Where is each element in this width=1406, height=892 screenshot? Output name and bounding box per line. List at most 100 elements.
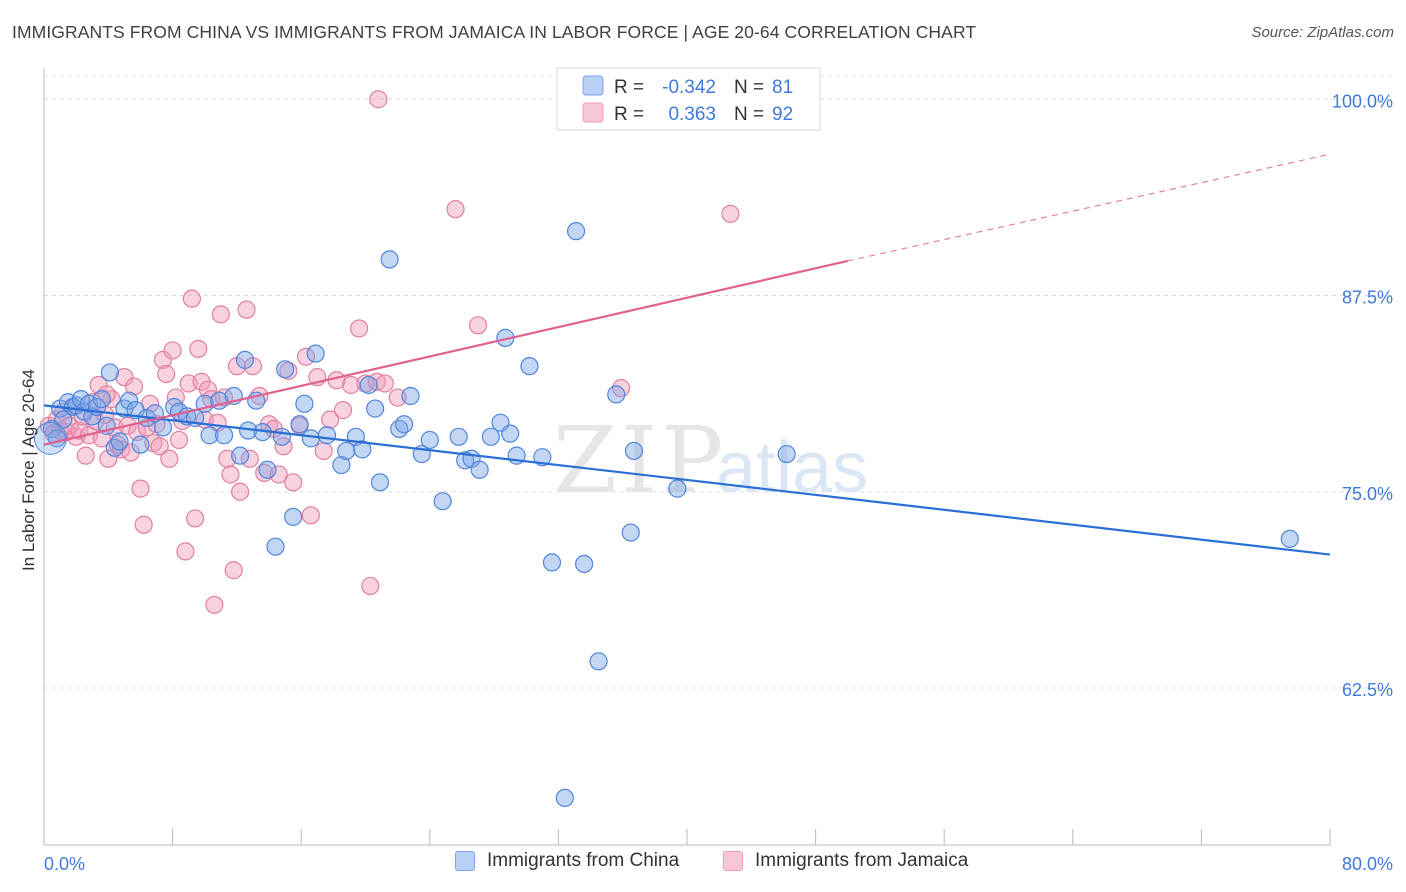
y-tick-labels: 62.5% 75.0% 87.5% 100.0%: [1332, 91, 1393, 700]
y-tick-label-3: 100.0%: [1332, 91, 1393, 111]
jamaica-point-35: [153, 350, 173, 369]
jamaica-point-42: [176, 542, 195, 561]
axes: [43, 68, 1331, 846]
watermark-atlas: atlas: [716, 428, 868, 508]
china-point-48: [332, 455, 351, 475]
jamaica-point-82: [361, 576, 380, 596]
jamaica-point-80: [349, 319, 369, 338]
jamaica-point-79: [341, 375, 361, 395]
china-point-44: [295, 394, 314, 413]
china-point-43: [290, 415, 309, 434]
jamaica-point-59: [231, 482, 250, 501]
china-point-57: [394, 415, 414, 434]
stats-n-value-china: 81: [772, 77, 793, 98]
jamaica-point-57: [224, 561, 243, 580]
jamaica-point-44: [182, 289, 201, 308]
jamaica-point-29: [134, 515, 153, 534]
stats-r-label-china: R =: [614, 77, 644, 98]
jamaica-point-18: [99, 449, 118, 468]
china-point-82: [777, 444, 796, 464]
china-point-12: [92, 390, 111, 409]
china-point-46: [306, 344, 325, 363]
y-tick-label-1: 75.0%: [1342, 484, 1393, 504]
jamaica-point-46: [189, 339, 208, 358]
china-point-large: [33, 421, 67, 455]
jamaica-point-34: [150, 437, 169, 456]
jamaica-point-84: [375, 374, 394, 393]
jamaica-point-70: [284, 473, 303, 492]
china-point-65: [470, 460, 489, 479]
china-point-79: [621, 523, 640, 542]
jamaica-point-64: [255, 463, 274, 483]
china-point-60: [420, 430, 439, 450]
grid-lines: [44, 75, 1392, 689]
stats-n-label-jamaica: N =: [734, 104, 764, 125]
jamaica-point-11: [76, 446, 95, 465]
china-point-49: [337, 441, 356, 461]
jamaica-point-72: [296, 347, 316, 366]
china-point-78: [607, 385, 626, 404]
trend-line-jamaica: [43, 259, 848, 446]
jamaica-point-26: [124, 377, 144, 396]
jamaica-point-78: [333, 401, 353, 420]
jamaica-point-61: [240, 449, 259, 468]
stats-r-value-china: -0.342: [662, 77, 716, 98]
x-tick-labels: 0.0% 80.0%: [44, 854, 1393, 874]
jamaica-point-89: [721, 204, 740, 223]
stats-r-label-jamaica: R =: [614, 104, 644, 125]
china-point-73: [542, 553, 562, 572]
watermark-zip: ZIP: [553, 407, 727, 514]
stats-n-label-china: N =: [734, 77, 764, 98]
legend-swatch-jamaica: [723, 851, 743, 871]
china-point-80: [624, 441, 644, 461]
china-point-83: [1280, 529, 1299, 548]
stats-r-value-jamaica: 0.363: [668, 104, 716, 125]
source-label: Source: ZipAtlas.com: [1251, 24, 1394, 41]
jamaica-point-67: [269, 465, 288, 484]
china-point-14: [100, 363, 120, 382]
china-point-31: [214, 426, 234, 445]
china-point-75: [566, 222, 586, 241]
x-tick-label-1: 80.0%: [1342, 854, 1393, 874]
china-point-16: [110, 432, 129, 451]
jamaica-point-28: [131, 479, 150, 498]
jamaica-point-56: [221, 465, 240, 484]
china-point-54: [370, 473, 390, 492]
china-point-18: [120, 391, 139, 410]
china-point-69: [501, 424, 520, 443]
china-point-53: [366, 399, 385, 418]
jamaica-point-45: [186, 509, 205, 528]
jamaica-point-53: [211, 305, 230, 324]
jamaica-point-86: [446, 200, 465, 219]
china-point-47: [317, 426, 337, 445]
jamaica-point-87: [468, 316, 488, 335]
jamaica-point-39: [166, 388, 185, 407]
jamaica-point-38: [163, 341, 182, 360]
china-point-62: [449, 427, 468, 446]
china-point-76: [575, 554, 594, 574]
china-point-77: [589, 652, 608, 671]
jamaica-point-51: [205, 595, 224, 614]
y-axis-label: In Labor Force | Age 20-64: [19, 369, 38, 571]
jamaica-point-90: [369, 90, 388, 109]
china-point-63: [456, 451, 475, 470]
china-point-40: [272, 427, 292, 446]
china-point-20: [131, 435, 150, 454]
china-point-41: [276, 360, 295, 379]
china-point-39: [266, 537, 285, 556]
jamaica-point-23: [115, 368, 134, 387]
legend-swatch-china: [455, 851, 475, 871]
trend-line-jamaica-extension: [847, 153, 1331, 262]
trend-lines: [43, 153, 1331, 556]
y-tick-label-2: 87.5%: [1342, 288, 1393, 308]
china-point-81: [668, 479, 687, 498]
x-tick-label-0: 0.0%: [44, 854, 85, 874]
legend-item-china: Immigrants from China: [455, 850, 679, 872]
stats-n-value-jamaica: 92: [772, 104, 793, 125]
jamaica-point-75: [314, 441, 333, 461]
chart-title: IMMIGRANTS FROM CHINA VS IMMIGRANTS FROM…: [12, 22, 977, 42]
china-point-33: [231, 446, 250, 465]
jamaica-point-36: [157, 364, 176, 384]
jamaica-point-76: [321, 410, 340, 429]
zipatlas-watermark: ZIP atlas: [553, 407, 868, 514]
